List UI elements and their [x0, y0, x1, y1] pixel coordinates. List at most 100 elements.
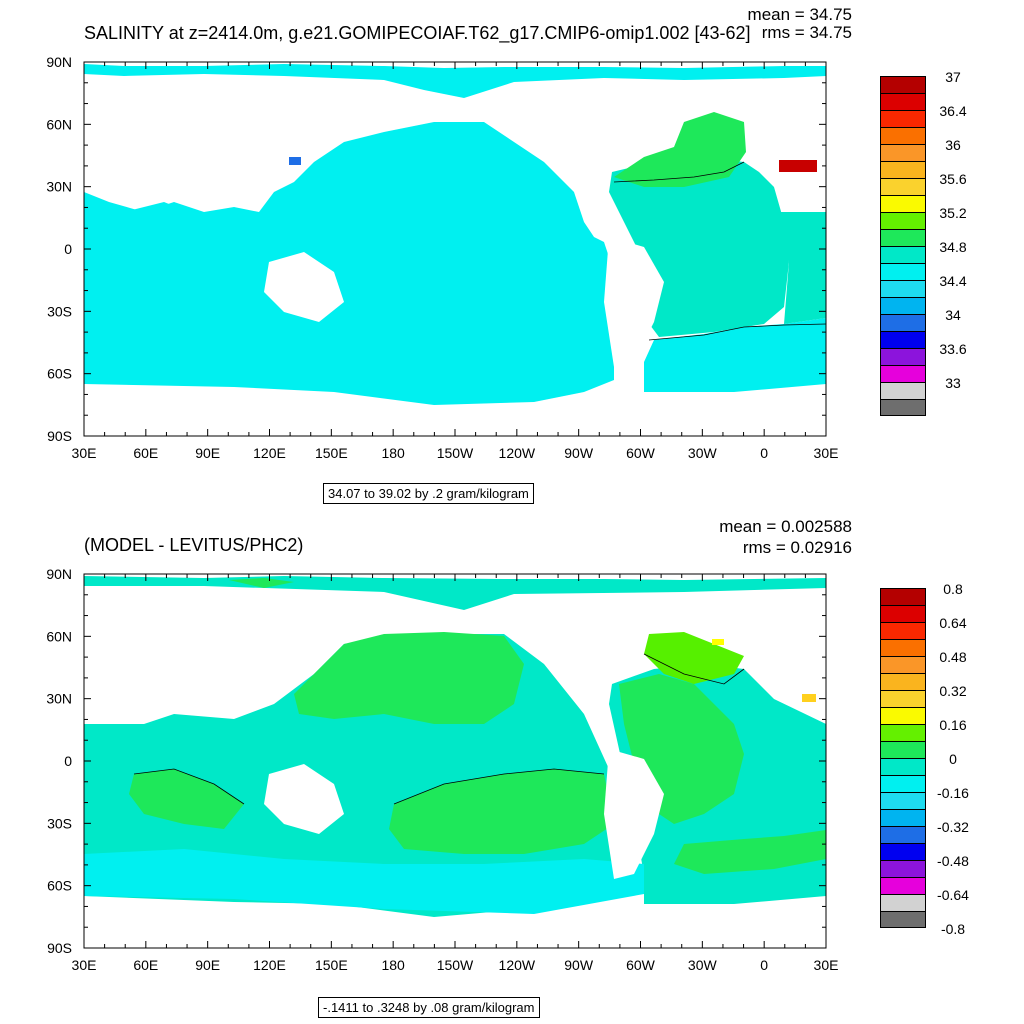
- y-tick-label: 60N: [46, 116, 72, 132]
- colorbar-label: 35.6: [939, 171, 967, 187]
- colorbar-box: [880, 195, 926, 212]
- y-tick-label: 30S: [47, 303, 72, 319]
- contour-info-box: 34.07 to 39.02 by .2 gram/kilogram: [323, 483, 534, 504]
- x-tick-label: 90E: [195, 445, 220, 461]
- colorbar-label: 36: [945, 137, 961, 153]
- map-area: [84, 62, 826, 436]
- x-tick-label: 0: [760, 445, 768, 461]
- x-tick-label: 30W: [688, 957, 718, 973]
- x-tick-label: 0: [760, 957, 768, 973]
- mean-label: mean = 0.002588: [719, 517, 852, 536]
- colorbar-label: -0.32: [937, 819, 969, 835]
- colorbar-label: 33: [945, 375, 961, 391]
- difference-map: [84, 574, 826, 948]
- colorbar-box: [880, 263, 926, 280]
- colorbar-box: [880, 93, 926, 110]
- colorbar-box: [880, 161, 926, 178]
- x-tick-label: 60W: [626, 957, 656, 973]
- x-tick-label: 120W: [499, 445, 536, 461]
- colorbar-box: [880, 76, 926, 93]
- colorbar-box: [880, 707, 926, 724]
- map-area: [84, 574, 826, 948]
- x-tick-label: 150W: [437, 957, 474, 973]
- colorbar: [880, 588, 926, 928]
- colorbar-label: 33.6: [939, 341, 967, 357]
- y-tick-label: 60S: [47, 878, 72, 894]
- y-tick-label: 60S: [47, 366, 72, 382]
- gold-patch: [802, 694, 816, 702]
- x-tick-label: 180: [381, 957, 405, 973]
- colorbar-box: [880, 860, 926, 877]
- colorbar-box: [880, 212, 926, 229]
- rms-label: rms = 0.02916: [742, 538, 852, 557]
- salinity-panel: SALINITY at z=2414.0m, g.e21.GOMIPECOIAF…: [46, 6, 967, 504]
- colorbar-box: [880, 127, 926, 144]
- colorbar-box: [880, 144, 926, 161]
- x-tick-label: 120W: [499, 957, 536, 973]
- colorbar-label: -0.64: [937, 887, 969, 903]
- y-tick-label: 30N: [46, 179, 72, 195]
- x-tick-label: 60E: [133, 957, 158, 973]
- colorbar-label: 0.48: [939, 649, 967, 665]
- colorbar-label: -0.16: [937, 785, 969, 801]
- colorbar-box: [880, 382, 926, 399]
- colorbar-box: [880, 110, 926, 127]
- x-tick-label: 90W: [564, 445, 594, 461]
- colorbar-box: [880, 656, 926, 673]
- x-tick-label: 180: [381, 445, 405, 461]
- colorbar-box: [880, 331, 926, 348]
- y-tick-label: 90S: [47, 428, 72, 444]
- colorbar-label: -0.8: [940, 921, 966, 937]
- colorbar-box: [880, 639, 926, 656]
- colorbar-box: [880, 775, 926, 792]
- colorbar-box: [880, 673, 926, 690]
- x-tick-label: 30W: [688, 445, 718, 461]
- x-tick-label: 150E: [315, 445, 348, 461]
- x-tick-label: 90E: [195, 957, 220, 973]
- colorbar-label: 0.64: [939, 615, 967, 631]
- colorbar-label: 0.16: [939, 717, 967, 733]
- x-tick-label: 30E: [72, 957, 97, 973]
- y-tick-label: 0: [64, 753, 72, 769]
- colorbar-box: [880, 690, 926, 707]
- colorbar-box: [880, 758, 926, 775]
- colorbar-box: [880, 622, 926, 639]
- red-patch: [779, 160, 817, 172]
- x-tick-label: 120E: [253, 957, 286, 973]
- y-tick-label: 0: [64, 241, 72, 257]
- colorbar-box: [880, 724, 926, 741]
- colorbar-box: [880, 741, 926, 758]
- colorbar-label: 36.4: [939, 103, 967, 119]
- y-tick-label: 90N: [46, 54, 72, 70]
- colorbar-label: 37: [945, 69, 961, 85]
- colorbar-box: [880, 605, 926, 622]
- blue-patch: [289, 157, 301, 165]
- y-tick-label: 90N: [46, 566, 72, 582]
- colorbar-box: [880, 280, 926, 297]
- colorbar-label: 0: [949, 751, 957, 767]
- x-tick-label: 30E: [814, 445, 839, 461]
- x-tick-label: 120E: [253, 445, 286, 461]
- colorbar-label: 34.8: [939, 239, 967, 255]
- colorbar-label: 0.32: [939, 683, 967, 699]
- colorbar-box: [880, 877, 926, 894]
- colorbar-label: -0.48: [937, 853, 969, 869]
- x-tick-label: 30E: [814, 957, 839, 973]
- colorbar-box: [880, 792, 926, 809]
- plot-title: SALINITY at z=2414.0m, g.e21.GOMIPECOIAF…: [84, 23, 751, 43]
- y-tick-label: 30N: [46, 691, 72, 707]
- x-tick-label: 150W: [437, 445, 474, 461]
- colorbar-box: [880, 314, 926, 331]
- colorbar-label: 0.8: [943, 581, 963, 597]
- colorbar-box: [880, 809, 926, 826]
- colorbar-label: 34: [945, 307, 961, 323]
- colorbar-box: [880, 365, 926, 382]
- x-tick-label: 30E: [72, 445, 97, 461]
- x-tick-label: 60W: [626, 445, 656, 461]
- colorbar-box: [880, 297, 926, 314]
- colorbar-box: [880, 229, 926, 246]
- colorbar-box: [880, 246, 926, 263]
- colorbar-box: [880, 911, 926, 928]
- salinity-map: [84, 62, 826, 436]
- colorbar-label: 34.4: [939, 273, 967, 289]
